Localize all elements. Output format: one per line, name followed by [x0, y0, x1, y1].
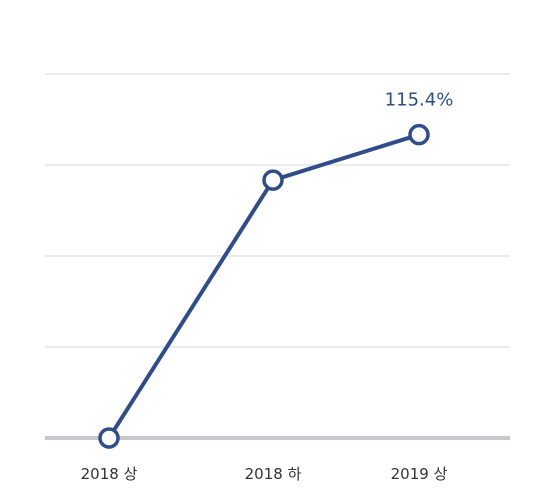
- x-tick-label: 2019 상: [391, 465, 448, 483]
- data-label: 115.4%: [385, 90, 454, 111]
- data-point-1: [98, 427, 120, 449]
- gridlines: [45, 73, 510, 440]
- labels: 2018 상 2018 하 2019 상 115.4%: [81, 90, 454, 483]
- x-tick-label: 2018 하: [245, 465, 302, 483]
- data-point-2: [262, 169, 284, 191]
- markers: [98, 123, 430, 449]
- data-point-3: [408, 123, 430, 146]
- x-tick-label: 2018 상: [81, 465, 138, 483]
